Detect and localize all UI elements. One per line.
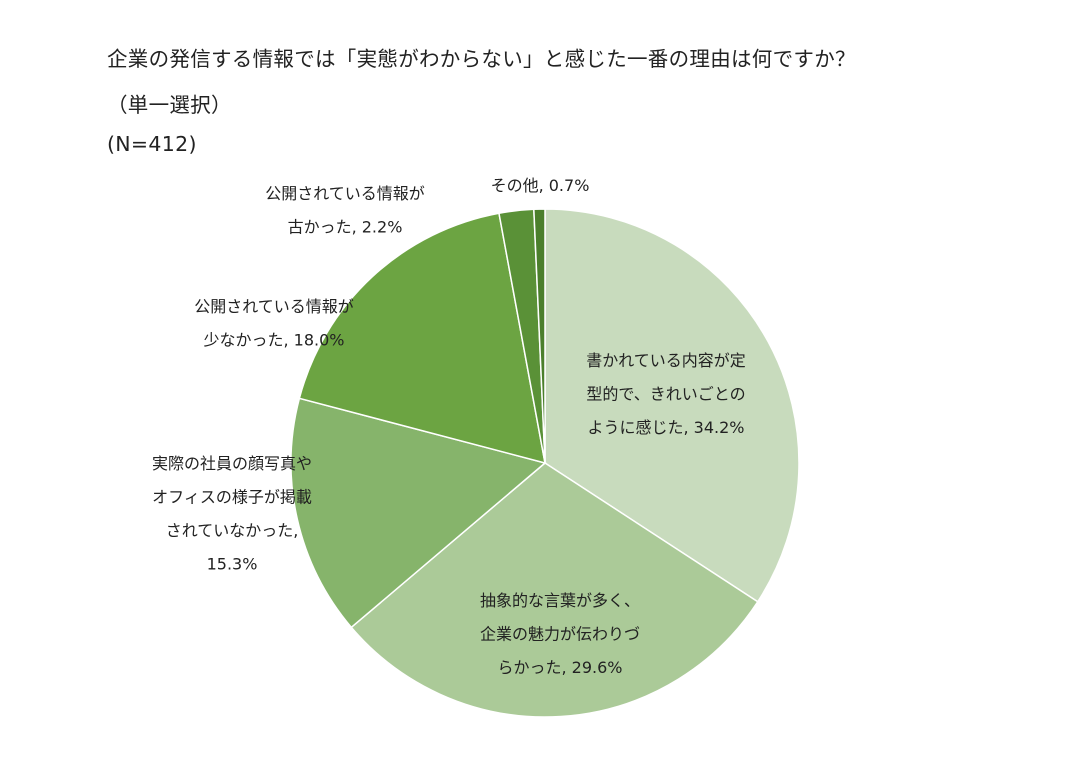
sample-size-label: (N=412): [107, 132, 197, 156]
pie-slice: [533, 208, 546, 464]
slice-label-line: 抽象的な言葉が多く、: [480, 591, 640, 610]
slice-label-line: 15.3%: [207, 555, 258, 574]
pie-slice: [298, 212, 546, 465]
slice-label-line: オフィスの様子が掲載: [152, 488, 312, 507]
slice-label-line: 型的で、きれいごとの: [586, 385, 745, 404]
slice-label-line: ように感じた, 34.2%: [587, 418, 744, 437]
slice-label-line: らかった, 29.6%: [497, 658, 622, 677]
pie-slice: [290, 397, 547, 629]
slice-label: 抽象的な言葉が多く、企業の魅力が伝わりづらかった, 29.6%: [480, 591, 640, 677]
slice-label-line: 書かれている内容が定: [586, 351, 746, 370]
slice-label-line: 公開されている情報が: [194, 297, 354, 316]
slice-label: 実際の社員の顔写真やオフィスの様子が掲載されていなかった, 15.3%: [152, 454, 312, 574]
slice-label-line: 公開されている情報が: [265, 184, 425, 203]
slice-label-line: 少なかった, 18.0%: [203, 331, 344, 350]
slice-label: その他, 0.7%: [491, 176, 590, 195]
slice-label-line: 実際の社員の顔写真や: [152, 454, 312, 473]
chart-subtitle: （単一選択）: [107, 93, 232, 117]
pie-labels: 書かれている内容が定型的で、きれいごとのように感じた, 34.2% 抽象的な言葉が…: [152, 176, 746, 677]
slice-label: 書かれている内容が定型的で、きれいごとのように感じた, 34.2%: [586, 351, 746, 437]
slice-label-line: 企業の魅力が伝わりづ: [480, 625, 640, 644]
pie-slices: [290, 208, 800, 718]
slice-label: 公開されている情報が古かった, 2.2%: [265, 184, 425, 237]
pie-slice: [350, 462, 759, 718]
slice-label: 公開されている情報が少なかった, 18.0%: [194, 297, 354, 350]
chart-title: 企業の発信する情報では「実態がわからない」と感じた一番の理由は何ですか？: [107, 47, 856, 71]
slice-label-line: その他, 0.7%: [491, 176, 590, 195]
slice-label-line: されていなかった,: [166, 521, 299, 540]
slice-label-line: 古かった, 2.2%: [288, 218, 403, 237]
